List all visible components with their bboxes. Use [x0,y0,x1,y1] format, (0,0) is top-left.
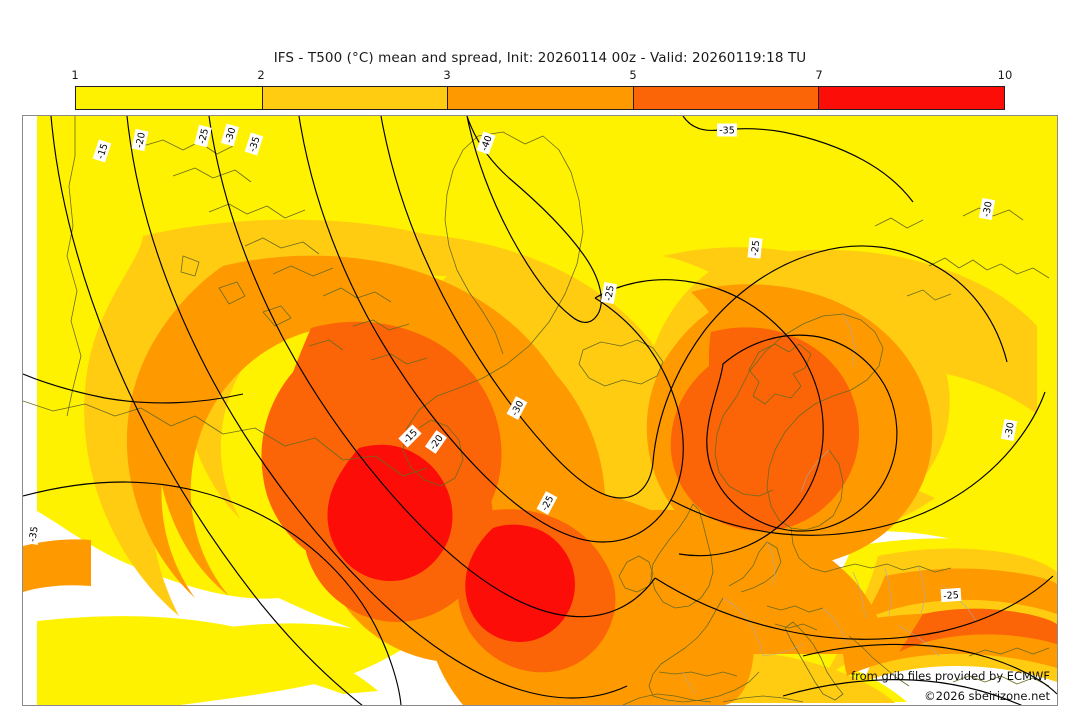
page-title: IFS - T500 (°C) mean and spread, Init: 2… [273,50,807,66]
svg-text:-15: -15 [95,142,110,160]
contour--25-svalbard-core [706,334,898,532]
svg-text:-40: -40 [479,134,495,152]
colorbar-tick-7: 7 [815,68,823,82]
contour--35-arctic [682,116,914,203]
contour--10b [23,373,244,404]
colorbar-tick-2: 2 [257,68,265,82]
contour--10 [23,481,402,705]
svg-text:-30: -30 [981,201,995,218]
contour--15 [50,116,363,705]
contour--30-main [298,116,684,543]
svg-text:-25: -25 [197,127,211,145]
colorbar-segment-2-3 [261,87,448,109]
contour--35-right [652,245,1008,463]
contour--25-se [802,643,1057,695]
svg-text:-20: -20 [134,131,148,148]
attribution-copyright: ©2026 sbeirizone.net [924,689,1050,703]
contour--40 [466,116,602,323]
mean-contours [23,116,1057,705]
contour--20 [126,116,628,699]
attribution-source: from grib files provided by ECMWF [851,669,1050,683]
colorbar-segment-3-5 [447,87,633,109]
country-borders [682,313,978,695]
map-panel: -15 -20 -25 -30 [22,115,1058,706]
colorbar-segment-7-10 [818,87,1004,109]
svg-text:-30: -30 [1003,422,1017,439]
svg-text:-35: -35 [27,526,41,543]
colorbar-tick-10: 10 [997,68,1013,82]
colorbar-tick-labels: 1 2 3 5 7 10 [71,68,1012,84]
contour--30-east [670,391,1046,536]
svg-text:-25: -25 [750,240,763,257]
contour-value-labels: -15 -20 -25 -30 [24,123,1018,603]
colorbar-tick-5: 5 [629,68,637,82]
colorbar-segment-5-7 [632,87,819,109]
svg-text:-35: -35 [719,126,735,137]
contour--30-svalbard [594,279,824,557]
colorbar [75,86,1005,110]
coastlines [23,116,1050,705]
svg-text:-25: -25 [943,590,959,602]
svg-text:-25: -25 [603,285,617,302]
contour--25-left [208,116,656,618]
colorbar-tick-1: 1 [71,68,79,82]
colorbar-tick-3: 3 [443,68,451,82]
contour--25-se2 [782,679,1023,705]
contour--25-east [654,575,1054,640]
svg-text:-30: -30 [224,126,239,144]
colorbar-segment-1-2 [76,87,262,109]
svg-text:-35: -35 [247,135,262,153]
colorbar-segments [75,86,1005,110]
map-graphic: -15 -20 -25 -30 [23,116,1057,705]
